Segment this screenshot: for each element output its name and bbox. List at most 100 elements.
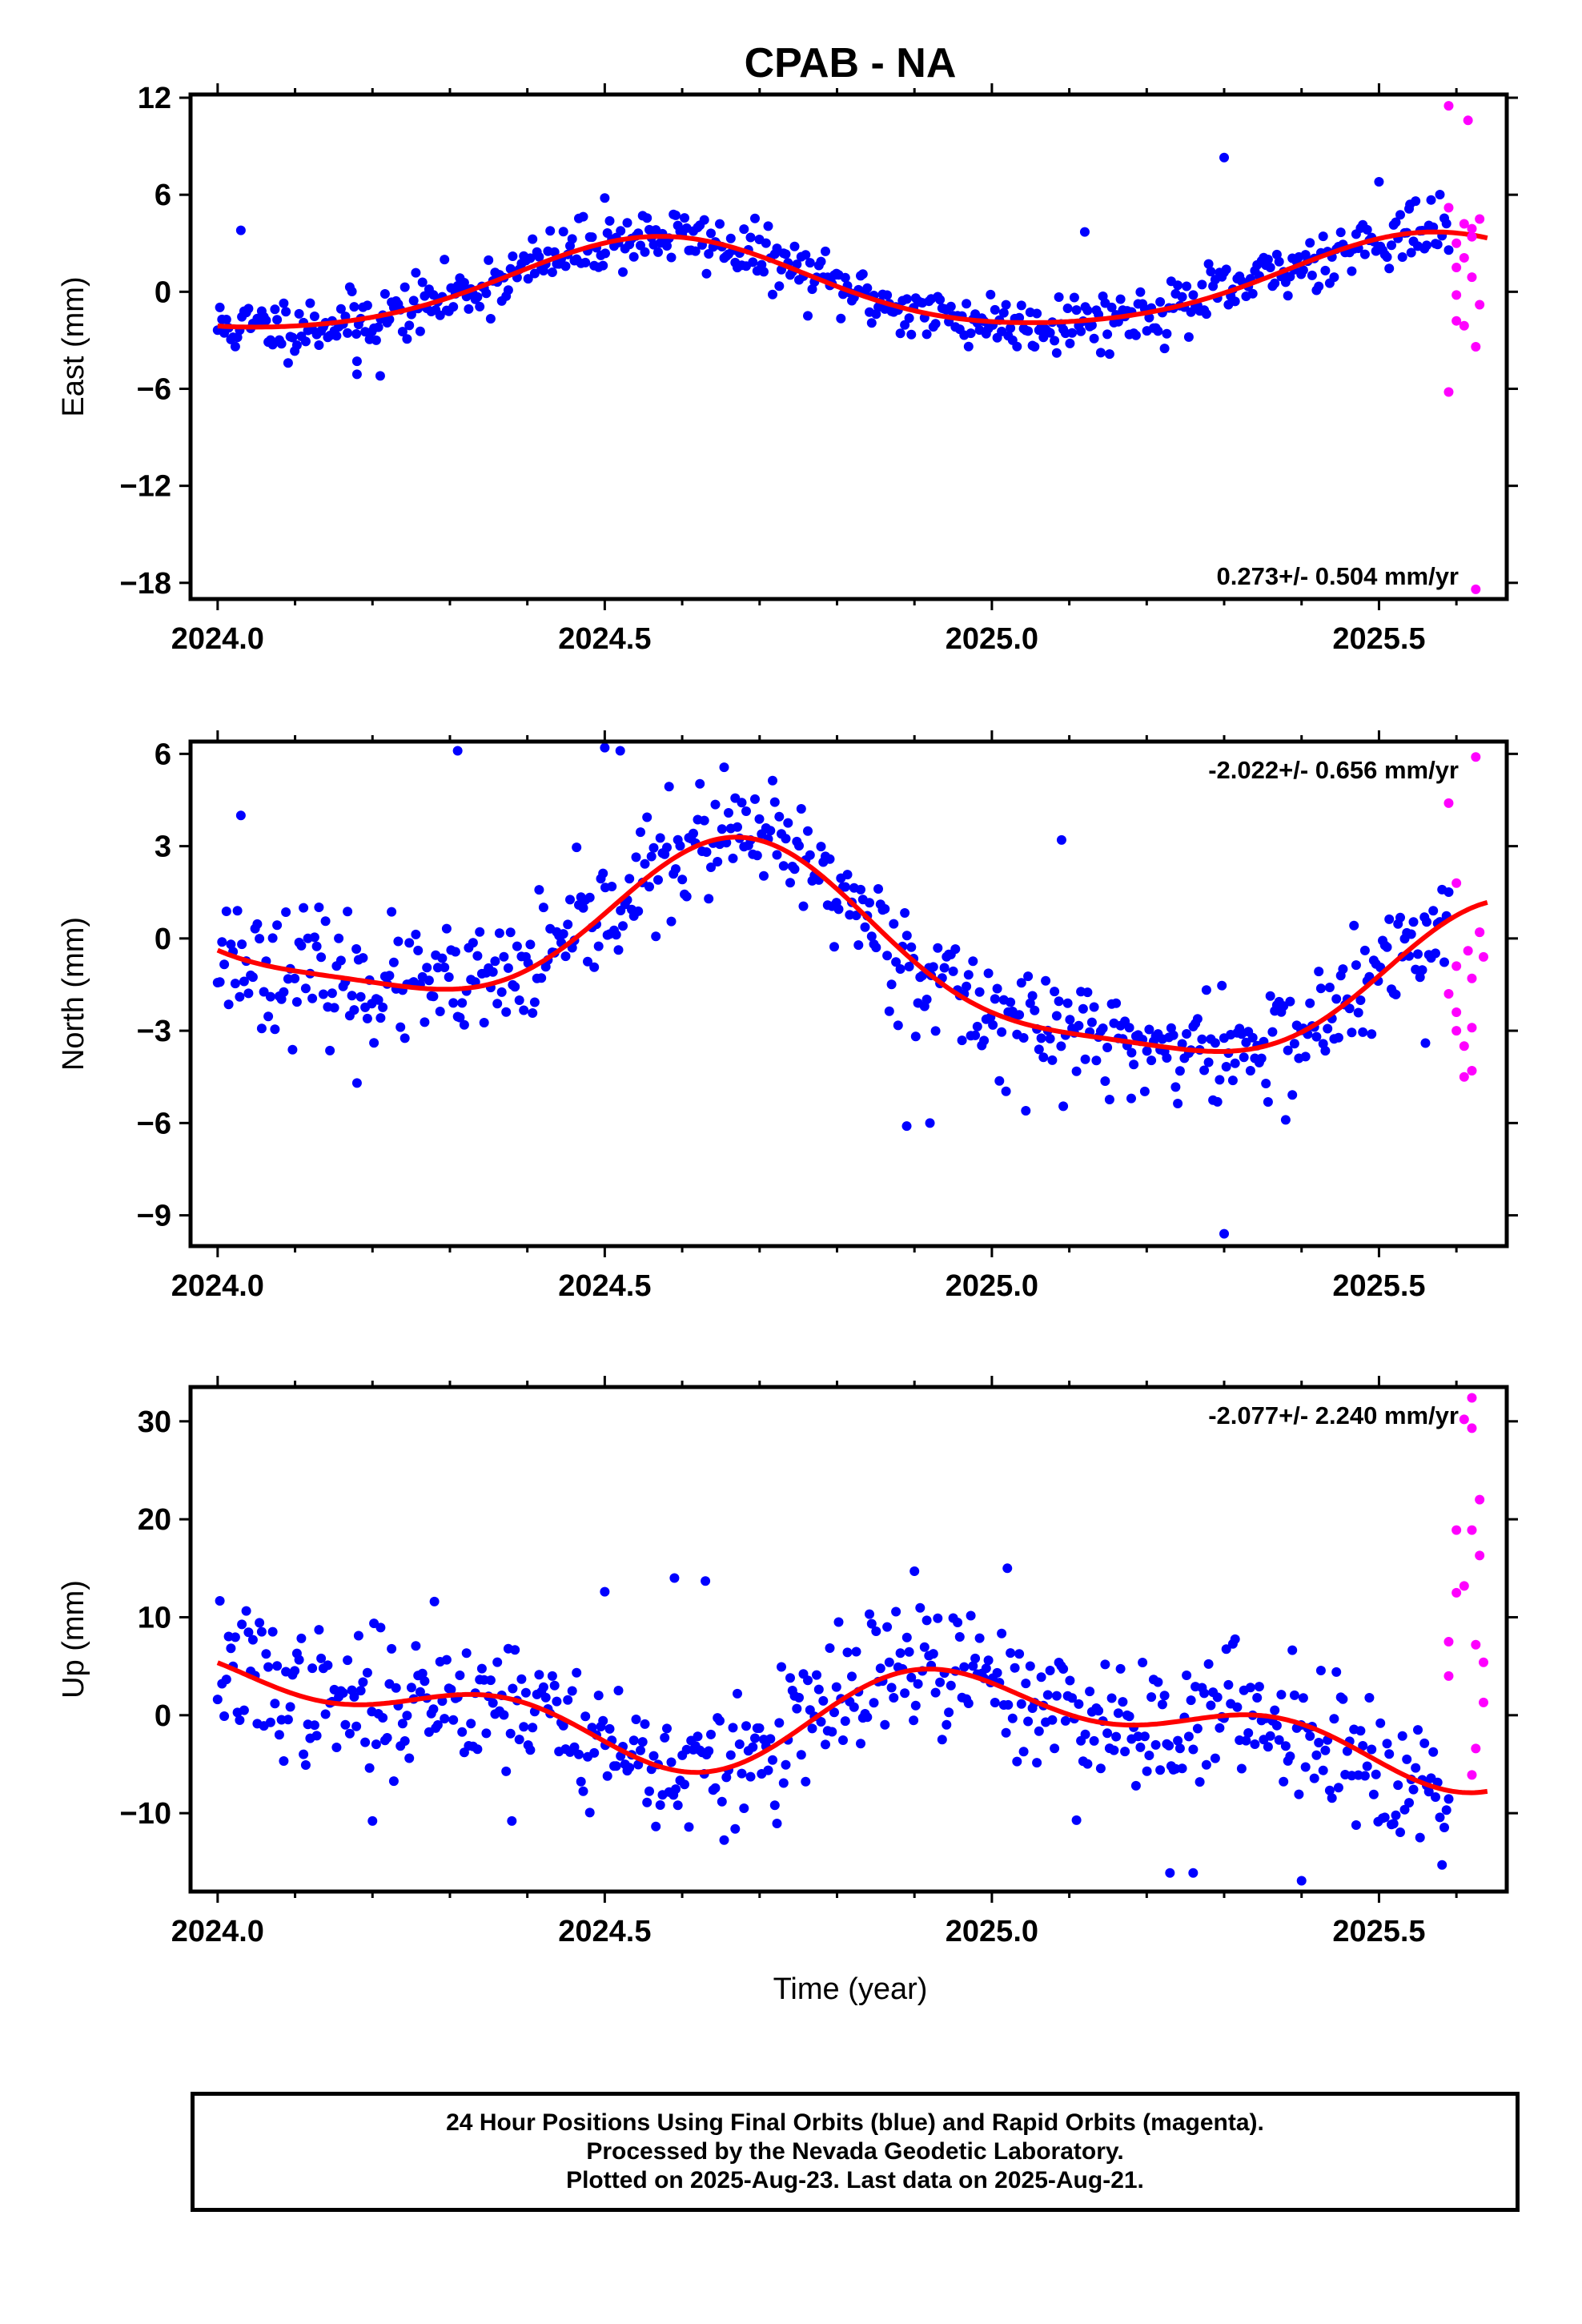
final-orbit-point <box>875 1663 885 1674</box>
final-orbit-point <box>816 842 826 852</box>
final-orbit-point <box>909 1566 920 1576</box>
y-tick-label: −6 <box>137 1107 171 1140</box>
final-orbit-point <box>490 956 500 967</box>
final-orbit-point <box>1265 991 1275 1001</box>
final-orbit-point <box>538 903 548 913</box>
final-orbit-point <box>593 941 604 951</box>
final-orbit-point <box>825 854 835 864</box>
final-orbit-point <box>1094 1706 1104 1716</box>
final-orbit-point <box>1399 1804 1410 1815</box>
final-orbit-point <box>990 994 1000 1004</box>
final-orbit-point <box>1001 1727 1011 1738</box>
final-orbit-point <box>748 1742 758 1752</box>
final-orbit-point <box>428 1704 439 1715</box>
final-orbit-point <box>468 938 478 948</box>
final-orbit-point <box>642 812 652 822</box>
final-orbit-point <box>642 213 652 223</box>
final-orbit-point <box>684 1822 694 1832</box>
final-orbit-point <box>882 290 893 300</box>
final-orbit-point <box>963 341 974 352</box>
final-orbit-point <box>769 1800 780 1811</box>
final-orbit-point <box>699 815 709 826</box>
final-orbit-point <box>492 999 503 1009</box>
y-axis-label: East (mm) <box>57 276 90 416</box>
final-orbit-point <box>792 1703 802 1714</box>
final-orbit-point <box>294 1655 304 1665</box>
final-orbit-point <box>1045 1666 1055 1675</box>
final-orbit-point <box>624 1763 635 1773</box>
rapid-orbit-point <box>1459 1581 1469 1591</box>
final-orbit-point <box>807 284 817 295</box>
final-orbit-point <box>572 842 582 853</box>
final-orbit-point <box>1166 1023 1176 1033</box>
final-orbit-point <box>1250 1739 1260 1749</box>
final-orbit-point <box>334 933 344 943</box>
final-orbit-point <box>866 1618 877 1629</box>
final-orbit-point <box>611 1761 621 1771</box>
final-orbit-point <box>602 1771 612 1781</box>
rapid-orbit-point <box>1471 584 1481 594</box>
final-orbit-point <box>725 233 736 243</box>
final-orbit-point <box>803 311 813 321</box>
final-orbit-point <box>662 241 672 251</box>
final-orbit-point <box>355 1686 366 1696</box>
final-orbit-point <box>1025 1661 1035 1671</box>
rapid-orbit-point <box>1459 1041 1469 1051</box>
final-orbit-point <box>1358 1027 1368 1037</box>
final-orbit-point <box>1239 1052 1249 1063</box>
final-orbit-point <box>549 247 560 257</box>
final-orbit-point <box>485 1675 496 1686</box>
final-orbit-point <box>1030 342 1040 352</box>
rapid-orbit-point <box>1443 798 1454 808</box>
final-orbit-point <box>578 211 588 222</box>
final-orbit-point <box>1395 210 1405 220</box>
final-orbit-point <box>840 1716 850 1727</box>
final-orbit-point <box>255 1618 265 1628</box>
final-orbit-point <box>1331 994 1342 1004</box>
final-orbit-point <box>351 329 362 339</box>
final-orbit-point <box>391 1683 401 1693</box>
final-orbit-point <box>1199 1688 1210 1699</box>
final-orbit-point <box>1261 1079 1271 1088</box>
final-orbit-point <box>1393 1780 1403 1791</box>
final-orbit-point <box>789 241 800 251</box>
final-orbit-point <box>499 1710 509 1720</box>
final-orbit-point <box>953 1618 963 1627</box>
final-orbit-point <box>272 315 283 325</box>
final-orbit-point <box>1065 1675 1075 1686</box>
rapid-orbit-point <box>1463 946 1473 956</box>
final-orbit-point <box>1054 292 1064 302</box>
final-orbit-point <box>505 927 516 938</box>
final-orbit-point <box>671 210 681 220</box>
final-orbit-point <box>587 232 597 243</box>
final-orbit-point <box>862 283 873 293</box>
final-orbit-point <box>750 1733 760 1743</box>
final-orbit-point <box>655 1800 665 1810</box>
final-orbit-point <box>459 278 469 287</box>
final-orbit-point <box>276 339 287 349</box>
final-orbit-point <box>827 1727 837 1737</box>
final-orbit-point <box>1144 1024 1154 1035</box>
panel-up: 2024.0 2024.5 2025.0 2025.5 30 20 10 0 −10 Up (mm… <box>57 1376 1518 1948</box>
final-orbit-point <box>572 1667 582 1678</box>
final-orbit-point <box>739 1803 749 1813</box>
x-tick-label: 2025.0 <box>946 1915 1038 1948</box>
final-orbit-point <box>279 1756 289 1766</box>
final-orbit-point <box>856 1739 865 1749</box>
final-orbit-point <box>733 1688 742 1699</box>
final-orbit-point <box>528 1723 538 1733</box>
final-orbit-point <box>942 1719 952 1730</box>
final-orbit-point <box>693 1731 703 1742</box>
final-orbit-point <box>1309 1773 1319 1783</box>
final-orbit-point <box>842 1647 853 1658</box>
final-orbit-point <box>900 320 910 330</box>
final-orbit-point <box>1186 1695 1196 1706</box>
final-orbit-point <box>1129 1059 1139 1070</box>
final-orbit-point <box>444 972 454 983</box>
final-orbit-point <box>662 842 672 853</box>
final-orbit-point <box>1311 1750 1322 1760</box>
final-orbit-point <box>637 1737 648 1747</box>
final-orbit-point <box>1327 1793 1337 1803</box>
final-orbit-point <box>801 250 811 260</box>
final-orbit-point <box>1311 1031 1322 1042</box>
